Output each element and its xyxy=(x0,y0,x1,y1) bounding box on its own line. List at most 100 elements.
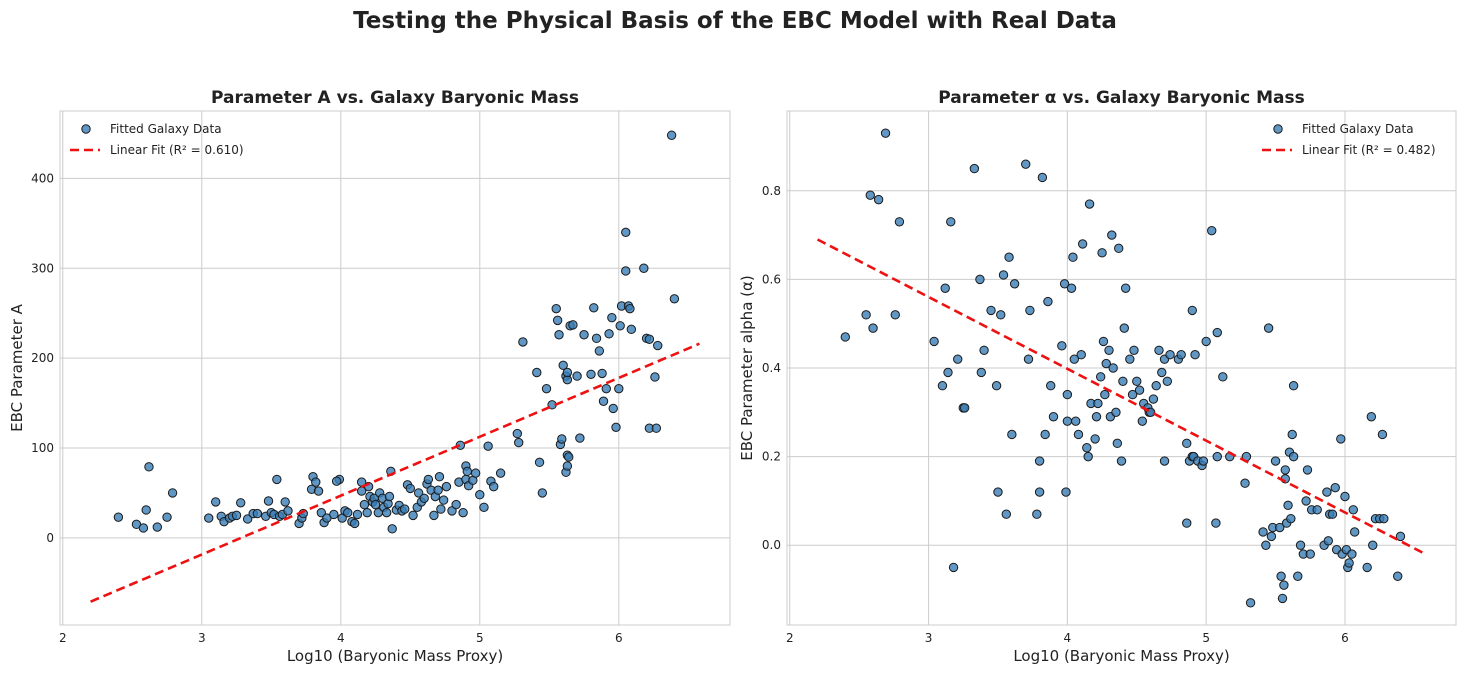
data-point xyxy=(316,507,327,518)
data-point xyxy=(313,486,324,496)
data-point xyxy=(1159,456,1170,466)
scatter-series xyxy=(840,128,1406,608)
data-point xyxy=(210,497,221,507)
data-point xyxy=(986,305,996,316)
data-point xyxy=(1034,456,1045,466)
data-point xyxy=(1073,429,1084,440)
data-point xyxy=(204,513,214,523)
data-point xyxy=(1302,465,1313,475)
data-point xyxy=(370,499,381,510)
plot-frame xyxy=(786,110,1457,626)
data-point xyxy=(621,227,631,238)
data-point xyxy=(651,423,662,433)
plot-frame xyxy=(59,110,731,626)
data-point xyxy=(1330,482,1340,493)
y-tick-label: 0.4 xyxy=(762,361,781,375)
data-point xyxy=(1344,558,1354,568)
data-point xyxy=(1295,540,1306,550)
data-point xyxy=(1108,363,1118,373)
data-point xyxy=(413,488,424,498)
data-point xyxy=(1347,549,1357,559)
data-point xyxy=(943,367,953,378)
data-point xyxy=(996,310,1006,320)
data-point xyxy=(1349,527,1360,537)
data-point xyxy=(865,190,875,200)
data-point xyxy=(537,488,548,498)
data-point xyxy=(451,499,461,510)
data-point xyxy=(1098,336,1109,347)
data-point xyxy=(1187,305,1197,316)
data-point xyxy=(283,506,293,516)
data-point xyxy=(1212,327,1222,338)
data-point xyxy=(1276,571,1286,581)
x-tick-label: 4 xyxy=(1064,631,1072,645)
data-point xyxy=(558,360,568,371)
data-point xyxy=(575,433,585,443)
data-point xyxy=(359,499,370,510)
data-point xyxy=(564,452,574,462)
legend-marker-scatter xyxy=(81,124,91,134)
data-point xyxy=(861,310,871,320)
data-point xyxy=(929,336,939,347)
data-point xyxy=(621,266,631,276)
data-point xyxy=(1323,536,1334,546)
data-point xyxy=(387,524,397,534)
data-point xyxy=(1362,562,1372,573)
data-point xyxy=(231,510,242,521)
data-point xyxy=(1093,398,1103,409)
data-point xyxy=(1132,376,1142,386)
data-point xyxy=(890,310,900,320)
data-point xyxy=(532,367,542,378)
data-point xyxy=(562,461,573,471)
data-point xyxy=(1279,580,1289,590)
data-point xyxy=(1348,505,1358,515)
x-tick-label: 6 xyxy=(615,631,623,645)
data-point xyxy=(1340,491,1350,502)
data-point xyxy=(1118,376,1128,386)
data-point xyxy=(1182,518,1192,528)
y-tick-label: 300 xyxy=(31,261,54,275)
data-point xyxy=(639,263,649,273)
data-point xyxy=(1198,456,1209,466)
data-point xyxy=(455,440,466,450)
data-point xyxy=(1127,389,1138,400)
data-point xyxy=(1077,239,1088,249)
data-point xyxy=(594,346,605,356)
data-point xyxy=(1165,350,1175,360)
data-point xyxy=(263,496,274,506)
data-point xyxy=(311,477,321,487)
legend-label-fit: Linear Fit (R² = 0.482) xyxy=(1302,143,1436,157)
data-point xyxy=(1097,248,1107,258)
data-point xyxy=(1162,376,1173,386)
data-point xyxy=(1148,394,1159,404)
y-tick-label: 0.6 xyxy=(762,272,781,286)
data-point xyxy=(614,383,624,394)
data-point xyxy=(1190,350,1200,360)
data-point xyxy=(1007,429,1017,440)
data-point xyxy=(1245,598,1256,608)
data-point xyxy=(470,468,481,478)
data-point xyxy=(1111,407,1121,418)
data-point xyxy=(568,320,578,330)
data-point xyxy=(868,323,878,333)
data-point xyxy=(438,495,449,505)
data-point xyxy=(1125,354,1135,364)
data-point xyxy=(167,488,178,498)
data-point xyxy=(433,485,443,495)
data-point xyxy=(1116,456,1127,466)
data-point xyxy=(400,504,410,514)
data-point xyxy=(1023,354,1034,364)
data-point xyxy=(1157,367,1167,378)
data-point xyxy=(329,509,339,520)
data-point xyxy=(1009,279,1020,289)
data-point xyxy=(1266,531,1277,542)
data-point xyxy=(1293,571,1303,581)
data-point xyxy=(1211,518,1221,528)
data-point xyxy=(458,507,468,518)
data-point xyxy=(534,457,545,468)
data-point xyxy=(1046,381,1056,391)
data-point xyxy=(1379,513,1389,524)
data-point xyxy=(591,333,602,344)
data-point xyxy=(1062,389,1073,400)
data-point xyxy=(650,372,660,382)
